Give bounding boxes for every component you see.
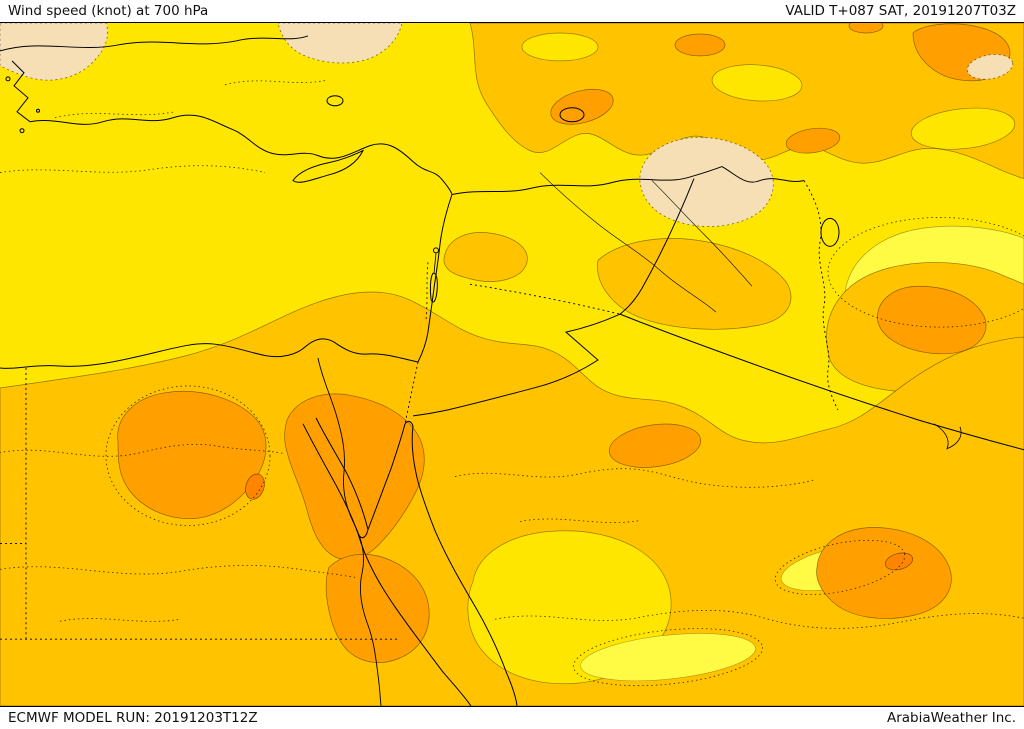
aegean-island xyxy=(36,108,40,113)
dotted-contour xyxy=(0,443,286,457)
aegean-island xyxy=(5,76,11,82)
contour-dotted-lines xyxy=(0,79,1024,687)
coastline-south-turkey xyxy=(29,114,453,195)
model-run-label: ECMWF MODEL RUN: 20191203T12Z xyxy=(8,710,258,726)
dead-sea xyxy=(429,272,438,303)
calm-region-northwest-corner xyxy=(0,23,108,81)
map-footer-bar: ECMWF MODEL RUN: 20191203T12Z ArabiaWeat… xyxy=(0,707,1024,729)
gold-region-iraq xyxy=(597,238,792,330)
calm-region-ne-corner xyxy=(966,54,1014,80)
coastlines-and-borders xyxy=(0,35,1024,706)
orange-region-central-saudi xyxy=(609,423,701,468)
yellow-pocket-north xyxy=(711,64,803,102)
wind-regions-orange xyxy=(117,23,1011,663)
dotted-contour-loop xyxy=(105,385,271,526)
dotted-contour-loop xyxy=(774,539,906,595)
pale-streak-southeast xyxy=(580,633,756,682)
map-canvas xyxy=(0,22,1024,707)
orange-region-sinai xyxy=(284,393,425,561)
border-jordan-saudi xyxy=(412,313,621,417)
orange-region-south-egypt xyxy=(325,553,430,663)
yellow-pocket-ne xyxy=(910,107,1016,150)
border-syria-jordan xyxy=(469,283,621,315)
dotted-contour xyxy=(0,565,356,578)
border-iraq-saudi xyxy=(619,313,1024,451)
euphrates-river xyxy=(539,172,717,313)
calm-region-iraq xyxy=(639,137,774,227)
orange-spot-zagros xyxy=(785,127,841,154)
yellow-pocket-top xyxy=(521,32,599,62)
wind-speed-map xyxy=(0,23,1024,706)
sea-of-galilee xyxy=(433,247,439,254)
border-kuwait xyxy=(933,423,962,450)
coastline-black-sea xyxy=(0,35,309,52)
deep-orange-core-gulf-of-suez xyxy=(245,473,265,500)
coastline-gulf-of-aqaba-west xyxy=(367,423,406,530)
aegean-island xyxy=(19,128,25,134)
gold-region-syria xyxy=(443,232,528,282)
branding-label: ArabiaWeather Inc. xyxy=(886,710,1016,726)
coastline-gulf-of-aqaba-east xyxy=(411,425,436,531)
dotted-contour-loop xyxy=(573,628,763,687)
border-egypt-israel xyxy=(404,361,419,424)
deep-orange-core-southeast xyxy=(884,552,914,571)
coastline-gulf-of-aqaba-head xyxy=(404,420,414,427)
calm-region-north-anatolia xyxy=(277,23,403,64)
coastline-levant xyxy=(417,194,453,363)
map-title: Wind speed (knot) at 700 hPa xyxy=(8,3,209,19)
cyprus-island xyxy=(292,149,365,183)
valid-time-label: VALID T+087 SAT, 20191207T03Z xyxy=(785,3,1016,19)
border-turkey-iraq xyxy=(721,166,805,183)
wind-regions-calm-tan xyxy=(0,23,1014,227)
map-header-bar: Wind speed (knot) at 700 hPa VALID T+087… xyxy=(0,0,1024,22)
orange-region-east xyxy=(877,285,987,355)
dotted-contour xyxy=(454,468,816,488)
border-iraq-iran xyxy=(803,180,839,411)
lake-van xyxy=(559,107,585,123)
dotted-contour xyxy=(54,111,176,119)
orange-region-southeast xyxy=(816,527,952,619)
coastline-gulf-of-suez-west xyxy=(302,423,359,534)
coastline-north-egypt xyxy=(0,338,419,369)
coastline-gulf-of-suez-east xyxy=(315,417,369,530)
orange-spot-north xyxy=(674,33,726,57)
coastline-aegean xyxy=(11,60,31,123)
wind-regions-deep-orange xyxy=(245,473,914,571)
border-turkey-syria xyxy=(451,166,723,195)
orange-spot-top-edge xyxy=(848,23,884,34)
tigris-river xyxy=(651,180,753,287)
border-syria-iraq xyxy=(619,178,695,315)
jordan-river xyxy=(433,253,437,274)
coastline-red-sea-west xyxy=(357,533,472,706)
lake-tuz xyxy=(326,95,344,107)
gold-region-south xyxy=(0,291,1024,706)
orange-spot-anatolia xyxy=(550,88,614,125)
coastline-red-sea-east xyxy=(434,530,518,706)
nile-river xyxy=(317,357,382,706)
